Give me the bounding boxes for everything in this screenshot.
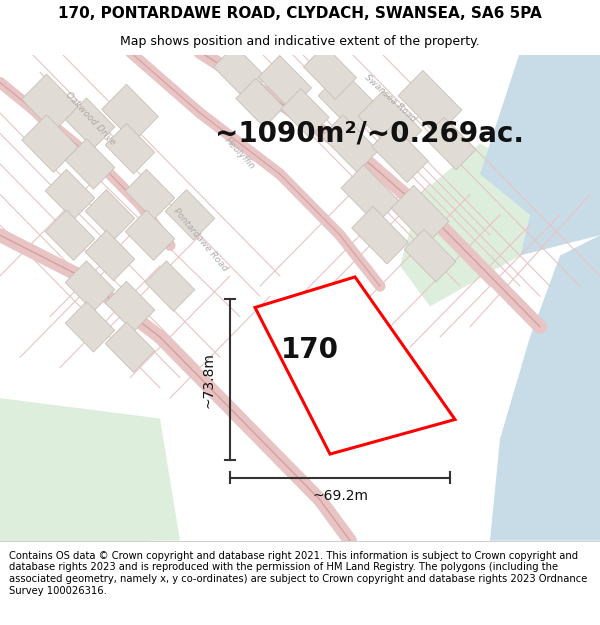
Polygon shape: [424, 118, 476, 170]
Text: Swansea Road: Swansea Road: [362, 72, 418, 123]
Text: Contains OS data © Crown copyright and database right 2021. This information is : Contains OS data © Crown copyright and d…: [9, 551, 587, 596]
Polygon shape: [255, 277, 455, 454]
Polygon shape: [22, 115, 78, 172]
Text: ~1090m²/~0.269ac.: ~1090m²/~0.269ac.: [215, 119, 524, 148]
Polygon shape: [65, 261, 115, 311]
Polygon shape: [105, 124, 155, 174]
Polygon shape: [105, 322, 155, 372]
Polygon shape: [480, 52, 600, 256]
Polygon shape: [165, 189, 215, 240]
Polygon shape: [358, 91, 422, 156]
Polygon shape: [65, 302, 115, 352]
Text: ~69.2m: ~69.2m: [312, 489, 368, 503]
Text: 170, PONTARDAWE ROAD, CLYDACH, SWANSEA, SA6 5PA: 170, PONTARDAWE ROAD, CLYDACH, SWANSEA, …: [58, 6, 542, 21]
Polygon shape: [281, 89, 329, 138]
Polygon shape: [341, 165, 399, 224]
Polygon shape: [236, 78, 284, 128]
Polygon shape: [304, 45, 356, 99]
Polygon shape: [105, 281, 155, 332]
Polygon shape: [490, 235, 600, 541]
Polygon shape: [45, 169, 95, 219]
Polygon shape: [318, 71, 382, 135]
Polygon shape: [0, 439, 150, 541]
Polygon shape: [125, 210, 175, 261]
Polygon shape: [322, 115, 378, 172]
Polygon shape: [0, 398, 180, 541]
Text: 170: 170: [281, 336, 339, 364]
Polygon shape: [125, 169, 175, 219]
Text: Heolyffin: Heolyffin: [223, 136, 257, 171]
Polygon shape: [352, 206, 408, 264]
Polygon shape: [404, 229, 456, 282]
Text: ~73.8m: ~73.8m: [201, 352, 215, 408]
Polygon shape: [372, 125, 428, 182]
Polygon shape: [22, 74, 78, 132]
Text: Map shows position and indicative extent of the property.: Map shows position and indicative extent…: [120, 35, 480, 48]
Polygon shape: [259, 56, 311, 109]
Polygon shape: [400, 144, 540, 306]
Polygon shape: [214, 45, 266, 99]
Polygon shape: [145, 261, 195, 311]
Polygon shape: [45, 210, 95, 261]
Text: Oakwood Drive: Oakwood Drive: [63, 90, 117, 146]
Polygon shape: [102, 84, 158, 142]
Polygon shape: [391, 186, 449, 244]
Polygon shape: [85, 231, 135, 281]
Polygon shape: [65, 139, 115, 189]
Polygon shape: [85, 189, 135, 240]
Text: Pontardawe Road: Pontardawe Road: [171, 207, 229, 274]
Polygon shape: [398, 71, 462, 135]
Polygon shape: [65, 98, 115, 148]
